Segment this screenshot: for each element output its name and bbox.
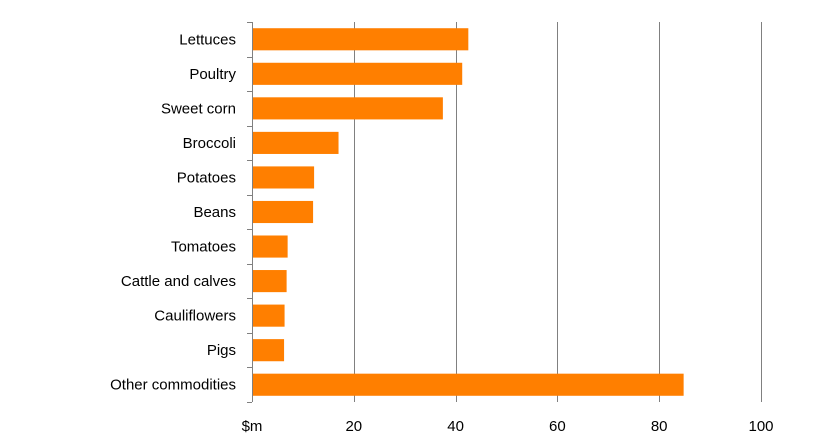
category-labels: Lettuces Poultry Sweet corn Broccoli Potatoe… — [110, 31, 236, 393]
value-axis-tick-labels: $m 20 40 60 80 100 — [242, 418, 774, 435]
category-label: Cauliflowers — [154, 308, 236, 325]
bar-sweet-corn — [253, 97, 443, 120]
category-label: Lettuces — [179, 31, 236, 48]
bar-pigs — [253, 339, 285, 362]
category-label: Potatoes — [177, 169, 236, 186]
tick-label-0: $m — [242, 418, 263, 435]
grid-lines — [354, 22, 762, 402]
bar-tomatoes — [253, 235, 288, 258]
category-label: Tomatoes — [171, 239, 236, 256]
tick-label-60: 60 — [549, 418, 566, 435]
bar-cattle-and-calves — [253, 270, 287, 293]
tick-label-40: 40 — [447, 418, 464, 435]
category-label: Poultry — [189, 66, 236, 83]
category-label: Cattle and calves — [121, 273, 236, 290]
category-axis — [247, 22, 253, 403]
tick-label-80: 80 — [651, 418, 668, 435]
category-label: Broccoli — [183, 135, 236, 152]
category-label: Sweet corn — [161, 100, 236, 117]
bar-lettuces — [253, 28, 469, 51]
bar-beans — [253, 200, 314, 224]
bars — [253, 28, 684, 396]
tick-label-100: 100 — [748, 418, 773, 435]
category-label: Beans — [193, 204, 236, 221]
tick-label-20: 20 — [345, 418, 362, 435]
category-label: Pigs — [207, 342, 236, 359]
bar-cauliflowers — [253, 304, 285, 327]
bar-broccoli — [253, 131, 339, 154]
category-label: Other commodities — [110, 377, 236, 394]
bar-other-commodities — [253, 373, 684, 396]
bar-potatoes — [253, 166, 315, 189]
bar-poultry — [253, 62, 463, 85]
